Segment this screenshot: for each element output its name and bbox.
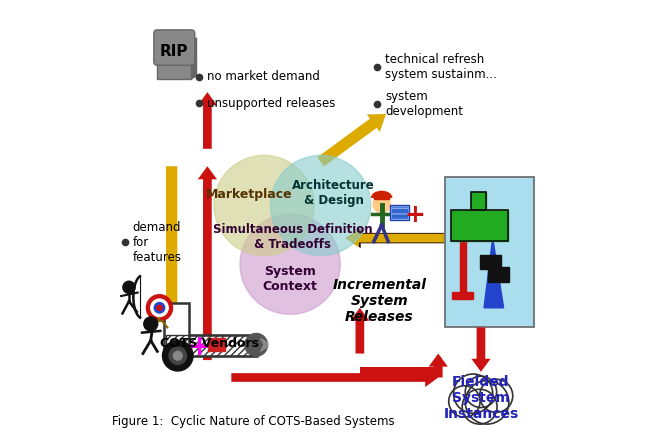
Bar bbox=[452, 292, 473, 299]
Bar bbox=[164, 303, 189, 356]
Polygon shape bbox=[484, 238, 504, 308]
Bar bbox=[471, 192, 486, 210]
Circle shape bbox=[123, 281, 135, 293]
Text: +: + bbox=[188, 333, 212, 361]
Text: Fielded
System
Instances: Fielded System Instances bbox=[443, 375, 519, 421]
Bar bbox=[451, 210, 508, 241]
Circle shape bbox=[214, 155, 314, 256]
Text: Incremental
System
Releases: Incremental System Releases bbox=[332, 278, 426, 324]
FancyArrow shape bbox=[231, 368, 438, 387]
Bar bbox=[166, 335, 257, 356]
Bar bbox=[391, 205, 409, 220]
Circle shape bbox=[146, 295, 172, 321]
Circle shape bbox=[157, 305, 162, 310]
FancyArrow shape bbox=[360, 367, 438, 375]
Text: Architecture
& Design: Architecture & Design bbox=[292, 179, 375, 207]
Circle shape bbox=[151, 299, 168, 316]
FancyBboxPatch shape bbox=[445, 177, 534, 327]
Bar bbox=[488, 267, 509, 282]
Text: system
development: system development bbox=[385, 90, 463, 118]
FancyBboxPatch shape bbox=[154, 30, 195, 65]
Text: unsupported releases: unsupported releases bbox=[207, 97, 335, 110]
Circle shape bbox=[465, 376, 497, 408]
Text: technical refresh
system sustainm...: technical refresh system sustainm... bbox=[385, 53, 497, 81]
Circle shape bbox=[462, 389, 497, 424]
Text: RIP: RIP bbox=[160, 44, 188, 59]
Circle shape bbox=[174, 351, 182, 360]
Circle shape bbox=[270, 155, 370, 256]
FancyArrow shape bbox=[317, 114, 386, 166]
FancyArrow shape bbox=[350, 308, 369, 354]
Circle shape bbox=[240, 214, 340, 314]
Text: Simultaneous Definition
& Tradeoffs: Simultaneous Definition & Tradeoffs bbox=[213, 223, 372, 251]
Circle shape bbox=[169, 347, 187, 364]
Circle shape bbox=[465, 381, 509, 424]
Bar bbox=[374, 194, 389, 199]
Circle shape bbox=[144, 317, 158, 331]
FancyArrow shape bbox=[198, 166, 217, 360]
Circle shape bbox=[448, 386, 480, 417]
Text: Figure 1:  Cyclic Nature of COTS-Based Systems: Figure 1: Cyclic Nature of COTS-Based Sy… bbox=[112, 416, 394, 428]
Bar bbox=[471, 192, 486, 210]
Text: +: + bbox=[405, 204, 426, 227]
FancyArrow shape bbox=[346, 229, 444, 247]
Bar bbox=[451, 210, 508, 241]
FancyArrow shape bbox=[346, 228, 444, 248]
Text: System
Context: System Context bbox=[263, 266, 318, 294]
Bar bbox=[208, 338, 225, 351]
Bar bbox=[460, 234, 465, 292]
Bar bbox=[452, 227, 473, 234]
Circle shape bbox=[373, 195, 391, 213]
Text: demand
for
features: demand for features bbox=[133, 221, 181, 264]
Circle shape bbox=[245, 333, 268, 356]
Circle shape bbox=[454, 374, 493, 413]
Circle shape bbox=[154, 302, 164, 313]
Text: Marketplace: Marketplace bbox=[205, 188, 292, 201]
Bar bbox=[391, 206, 408, 219]
Text: no market demand: no market demand bbox=[207, 70, 319, 83]
FancyArrow shape bbox=[471, 327, 491, 372]
Polygon shape bbox=[191, 38, 196, 79]
Circle shape bbox=[162, 340, 193, 371]
Text: COTS Vendors: COTS Vendors bbox=[160, 337, 259, 350]
FancyArrow shape bbox=[161, 166, 183, 336]
FancyArrow shape bbox=[429, 354, 448, 378]
Bar bbox=[166, 335, 257, 356]
Polygon shape bbox=[261, 338, 268, 351]
FancyArrow shape bbox=[198, 92, 217, 149]
Circle shape bbox=[480, 379, 513, 413]
Bar bbox=[480, 255, 501, 269]
Bar bbox=[157, 55, 191, 79]
